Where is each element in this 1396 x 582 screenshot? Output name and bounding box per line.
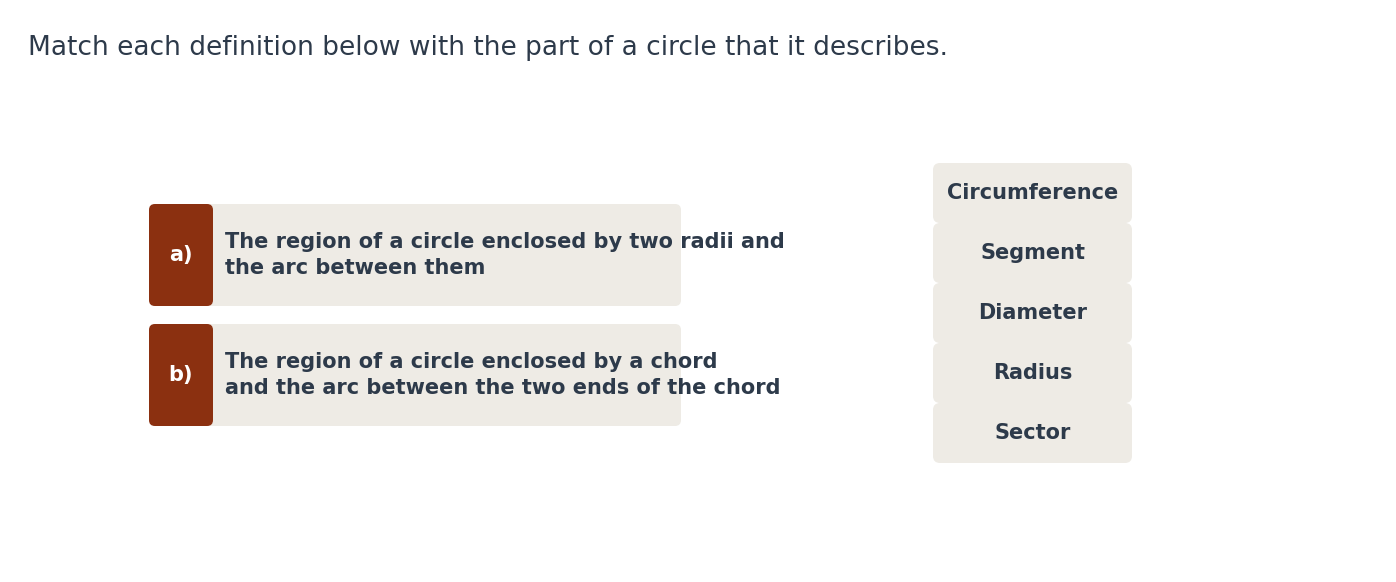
Text: Sector: Sector: [994, 423, 1071, 443]
Text: b): b): [169, 365, 193, 385]
Text: The region of a circle enclosed by a chord: The region of a circle enclosed by a cho…: [225, 352, 718, 372]
Text: Circumference: Circumference: [946, 183, 1118, 203]
FancyBboxPatch shape: [933, 343, 1132, 403]
Text: The region of a circle enclosed by two radii and: The region of a circle enclosed by two r…: [225, 232, 785, 252]
Text: and the arc between the two ends of the chord: and the arc between the two ends of the …: [225, 378, 780, 398]
FancyBboxPatch shape: [149, 324, 681, 426]
FancyBboxPatch shape: [149, 324, 214, 426]
Text: Match each definition below with the part of a circle that it describes.: Match each definition below with the par…: [28, 35, 948, 61]
FancyBboxPatch shape: [933, 403, 1132, 463]
Text: Diameter: Diameter: [979, 303, 1087, 323]
Text: Radius: Radius: [993, 363, 1072, 383]
FancyBboxPatch shape: [933, 283, 1132, 343]
Text: Segment: Segment: [980, 243, 1085, 263]
FancyBboxPatch shape: [149, 204, 681, 306]
FancyBboxPatch shape: [933, 163, 1132, 223]
FancyBboxPatch shape: [149, 204, 214, 306]
FancyBboxPatch shape: [933, 223, 1132, 283]
Text: a): a): [169, 245, 193, 265]
Text: the arc between them: the arc between them: [225, 258, 486, 278]
